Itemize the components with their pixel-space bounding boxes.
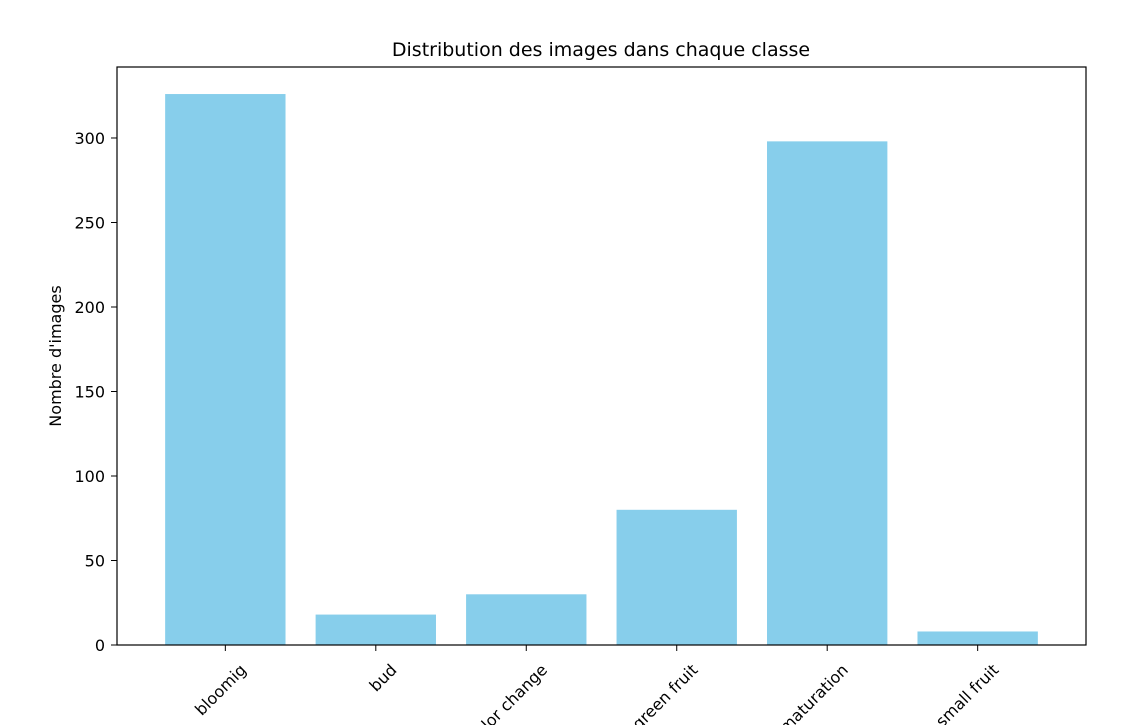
- y-tick-label: 200: [74, 298, 105, 317]
- y-tick-label: 250: [74, 213, 105, 232]
- bar-maturation: [767, 141, 888, 646]
- bar-bloomig: [165, 94, 286, 646]
- bar-small-fruit: [917, 631, 1038, 645]
- y-axis-label: Nombre d'images: [46, 285, 65, 426]
- chart-title: Distribution des images dans chaque clas…: [392, 39, 810, 61]
- y-tick-label: 0: [95, 636, 105, 655]
- bar-color-change: [466, 594, 587, 645]
- y-tick-label: 300: [74, 129, 105, 148]
- bar-green-fruit: [616, 509, 737, 645]
- y-tick-label: 50: [85, 551, 105, 570]
- y-tick-label: 150: [74, 382, 105, 401]
- y-tick-label: 100: [74, 467, 105, 486]
- bars-group: [165, 94, 1038, 646]
- y-axis-ticks: 0 50 100 150 200 250 300: [74, 129, 117, 655]
- plot-frame: [116, 66, 1087, 646]
- bar-bud: [315, 614, 436, 645]
